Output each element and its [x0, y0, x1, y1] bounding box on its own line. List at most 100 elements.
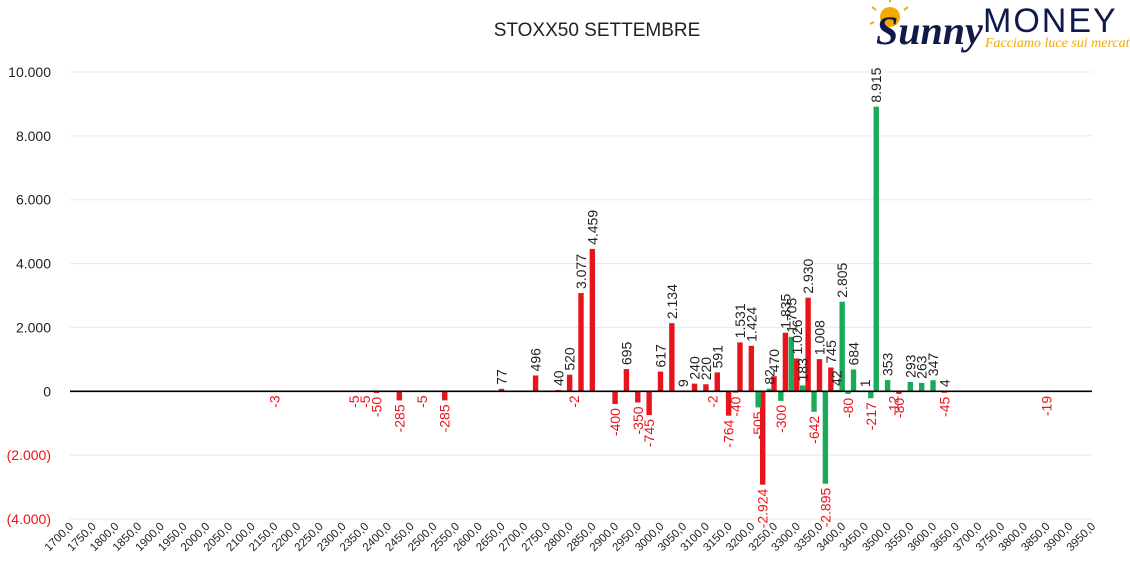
y-tick-label: (2.000): [7, 447, 51, 463]
green-bar: [884, 380, 891, 392]
data-label: -642: [806, 416, 822, 444]
y-tick-label: 4.000: [16, 256, 51, 272]
green-bar: [845, 391, 851, 394]
red-bar: [759, 391, 766, 485]
red-bar: [532, 375, 539, 392]
red-bar: [635, 391, 641, 403]
data-label: -745: [641, 419, 657, 447]
chart-title: STOXX50 SETTEMBRE: [494, 20, 701, 41]
data-label: -50: [369, 397, 385, 417]
data-label: 9: [675, 379, 691, 387]
data-label: 82: [762, 369, 778, 385]
data-label: -2.895: [817, 488, 833, 528]
data-label: 183: [795, 358, 811, 382]
red-bar: [771, 376, 777, 392]
red-bar: [782, 332, 789, 392]
data-label: 263: [914, 355, 930, 379]
data-label: 353: [880, 352, 896, 376]
red-bar: [725, 391, 732, 416]
red-bar: [748, 345, 755, 392]
green-bar: [755, 391, 761, 408]
data-label: 1: [857, 379, 873, 387]
red-bar: [714, 372, 720, 392]
y-tick-label: (4.000): [7, 511, 51, 527]
green-bar: [839, 301, 845, 392]
logo-word-sunny: Sunny: [876, 8, 983, 53]
y-tick-label: 2.000: [16, 319, 51, 335]
data-label: -40: [727, 396, 743, 416]
data-label: 520: [562, 347, 578, 371]
data-label: -5: [414, 395, 430, 408]
sunny-money-logo: Sunny MONEY Facciamo luce sui mercati: [869, 0, 1130, 53]
data-label: 2.805: [834, 262, 850, 297]
data-label: 2.930: [800, 258, 816, 293]
y-tick-label: 8.000: [16, 128, 51, 144]
logo-tagline: Facciamo luce sui mercati: [984, 36, 1130, 51]
red-bar: [578, 293, 584, 392]
data-label: 1.008: [811, 320, 827, 355]
data-label: 293: [902, 354, 918, 378]
data-label: -2: [566, 395, 582, 408]
logo-word-money: MONEY: [983, 2, 1118, 40]
red-bar: [442, 391, 448, 401]
data-label: 1.026: [789, 319, 805, 354]
y-tick-label: 10.000: [8, 64, 51, 80]
data-label: -45: [936, 397, 952, 417]
red-bar: [816, 359, 823, 392]
green-bar: [799, 385, 806, 392]
data-label: -505: [750, 411, 766, 439]
data-labels: -3 -5-5-50 -285-5-2857749640520-23.0774.45…: [266, 67, 1054, 528]
data-label: 1.705: [783, 298, 799, 333]
green-bar: [873, 106, 879, 392]
green-bar: [811, 391, 817, 412]
data-label: -12: [886, 395, 902, 415]
data-label: -80: [891, 398, 907, 418]
green-bar: [868, 391, 874, 399]
bars: [271, 106, 1050, 485]
red-bar: [737, 342, 743, 392]
data-label: -400: [607, 408, 623, 436]
data-label: -764: [721, 419, 737, 447]
gridlines: [70, 71, 1092, 520]
data-label: 347: [925, 353, 941, 377]
red-bar: [498, 388, 505, 392]
data-label: 591: [709, 345, 725, 369]
green-bar: [930, 380, 936, 392]
data-label: -80: [840, 398, 856, 418]
green-bar: [778, 391, 784, 401]
green-bar: [918, 382, 925, 392]
data-label: 470: [766, 349, 782, 373]
data-label: 617: [652, 344, 668, 368]
data-label: 1.531: [732, 303, 748, 338]
green-bar: [822, 391, 829, 484]
data-label: 220: [698, 357, 714, 381]
red-bar: [623, 369, 630, 392]
red-bar: [805, 297, 811, 392]
data-label: -3: [266, 395, 282, 408]
data-label: -285: [437, 404, 453, 432]
data-label: -285: [391, 404, 407, 432]
red-bar: [396, 391, 403, 401]
red-bar: [691, 383, 698, 392]
data-label: 42: [829, 370, 845, 386]
data-label: -2: [705, 395, 721, 408]
data-label: -217: [863, 402, 879, 430]
data-label: 4: [936, 379, 952, 387]
data-label: 1.424: [743, 307, 759, 342]
data-label: 77: [494, 369, 510, 385]
green-bar: [788, 336, 795, 392]
y-axis: 10.000 8.000 6.000 4.000 2.000 0 (2.000) (4.000…: [7, 64, 52, 527]
red-bar: [646, 391, 652, 416]
sun-icon: [869, 0, 909, 27]
red-bar: [896, 391, 902, 394]
data-label: -5: [346, 395, 362, 408]
data-label: 695: [618, 342, 634, 366]
data-label: 1.835: [777, 293, 793, 328]
red-bar: [828, 367, 834, 392]
data-label: 745: [823, 340, 839, 364]
data-label: 240: [687, 356, 703, 380]
data-label: 4.459: [584, 210, 600, 245]
data-label: 684: [846, 342, 862, 366]
data-label: 8.915: [868, 67, 884, 102]
data-label: 3.077: [573, 254, 589, 289]
